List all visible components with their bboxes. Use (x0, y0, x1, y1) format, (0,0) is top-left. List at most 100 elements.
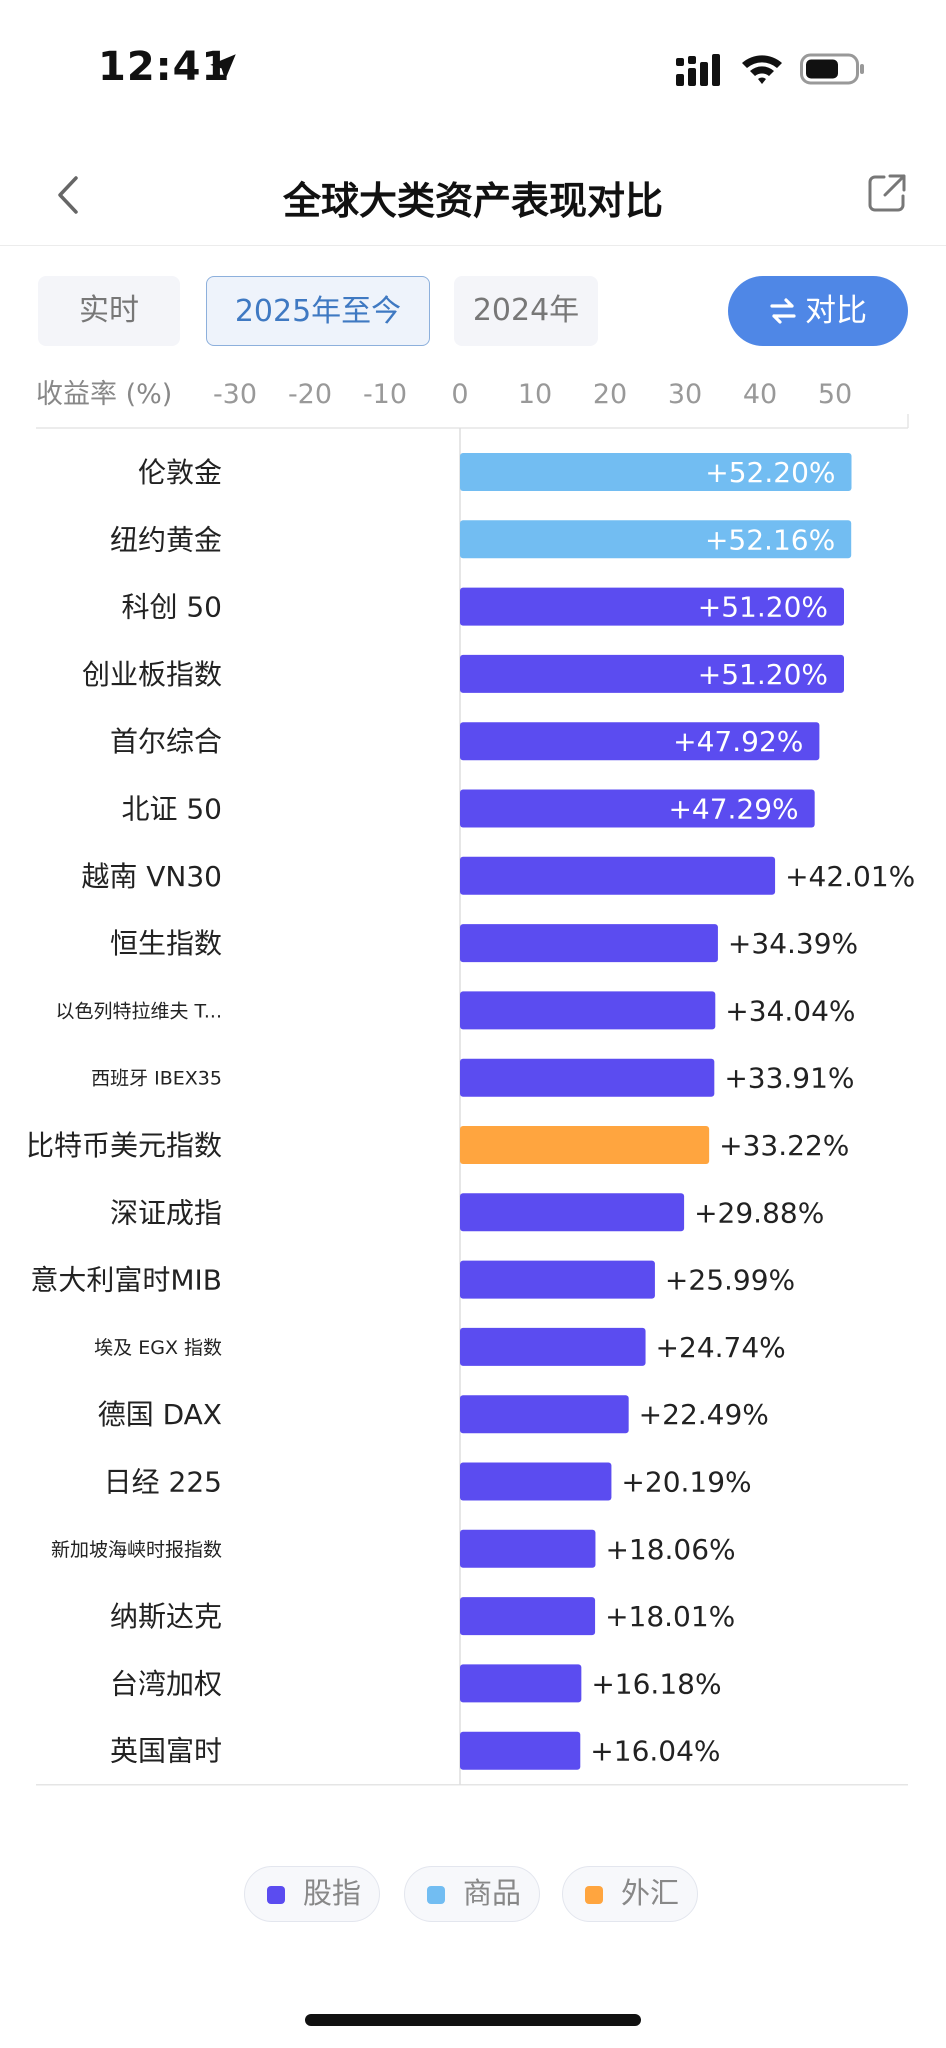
data-label: +25.99% (665, 1264, 795, 1297)
bar (460, 1664, 582, 1703)
legend-item-commodity[interactable]: 商品 (404, 1866, 540, 1922)
bottom-tick-label: 40 (743, 1819, 777, 1820)
home-indicator (305, 2014, 641, 2026)
legend-item-forex[interactable]: 外汇 (562, 1866, 698, 1922)
data-label: +51.20% (698, 591, 828, 624)
category-label: 日经 225 (104, 1466, 222, 1499)
category-label: 意大利富时MIB (30, 1264, 222, 1297)
legend-swatch (267, 1886, 285, 1904)
bar (460, 856, 776, 895)
top-tick-label: -30 (213, 379, 257, 410)
page-title: 全球大类资产表现对比 (282, 179, 663, 223)
category-label: 德国 DAX (98, 1398, 222, 1431)
top-tick-label: 20 (593, 379, 627, 410)
category-label: 埃及 EGX 指数 (94, 1337, 222, 1359)
data-label: +52.16% (705, 523, 835, 556)
category-label: 西班牙 IBEX35 (91, 1068, 222, 1090)
bar (460, 1731, 581, 1770)
data-label: +16.04% (590, 1735, 720, 1768)
nav-header: 全球大类资产表现对比 (0, 150, 946, 246)
category-label: 科创 50 (121, 591, 222, 624)
bar (460, 1529, 596, 1568)
bar (460, 1193, 685, 1232)
category-label: 纽约黄金 (110, 523, 222, 556)
chart-legend: 股指 商品 外汇 (0, 1866, 946, 1922)
bar (460, 453, 852, 491)
bottom-tick-label: 0 (451, 1819, 468, 1820)
bottom-tick-label: -30 (213, 1819, 257, 1820)
bar (460, 789, 815, 828)
tab-realtime[interactable]: 实时 (38, 276, 180, 346)
swap-arrows-icon (770, 298, 796, 324)
bottom-tick-label: 30 (668, 1819, 702, 1820)
top-tick-label: -10 (363, 379, 407, 410)
chevron-left-icon[interactable] (48, 170, 92, 220)
bottom-tick-label: 20 (593, 1819, 627, 1820)
data-label: +52.20% (705, 456, 835, 489)
share-external-icon[interactable] (866, 172, 908, 214)
bar (460, 1395, 629, 1434)
category-label: 首尔综合 (110, 725, 222, 758)
bar (460, 520, 852, 559)
bar (460, 1260, 655, 1299)
legend-item-stock-index[interactable]: 股指 (244, 1866, 380, 1922)
compare-button[interactable]: 对比 (728, 276, 908, 346)
bar (460, 1058, 715, 1097)
cellular-signal-icon (676, 54, 720, 86)
bar (460, 991, 716, 1030)
data-label: +33.22% (719, 1129, 849, 1162)
bottom-tick-label: 50 (818, 1819, 852, 1820)
top-tick-label: 50 (818, 379, 852, 410)
legend-label: 商品 (463, 1876, 522, 1910)
status-time: 12:41 (98, 44, 231, 90)
battery-icon (800, 53, 864, 85)
legend-label: 外汇 (621, 1876, 680, 1910)
data-label: +42.01% (785, 860, 915, 893)
bottom-tick-label: 10 (518, 1819, 552, 1820)
category-label: 纳斯达克 (110, 1600, 222, 1633)
category-label: 恒生指数 (110, 927, 222, 960)
bottom-tick-label: -20 (288, 1819, 332, 1820)
bottom-tick-label: -10 (363, 1819, 407, 1820)
bar (460, 722, 820, 761)
top-tick-label: 10 (518, 379, 552, 410)
category-label: 英国富时 (110, 1735, 222, 1768)
data-label: +16.18% (591, 1667, 721, 1700)
bar (460, 1597, 596, 1636)
data-label: +22.49% (639, 1398, 769, 1431)
data-label: +24.74% (656, 1331, 786, 1364)
category-label: 北证 50 (121, 793, 222, 826)
top-tick-label: 0 (451, 379, 468, 410)
category-label: 台湾加权 (110, 1667, 222, 1700)
location-arrow-icon (210, 54, 236, 80)
category-label: 以色列特拉维夫 T... (55, 1000, 222, 1022)
data-label: +47.92% (673, 725, 803, 758)
top-tick-label: -20 (288, 379, 332, 410)
data-label: +47.29% (668, 793, 798, 826)
data-label: +51.20% (698, 658, 828, 691)
wifi-icon (742, 55, 782, 84)
compare-button-label: 对比 (805, 293, 867, 329)
legend-label: 股指 (303, 1876, 362, 1910)
category-label: 新加坡海峡时报指数 (51, 1539, 222, 1561)
data-label: +20.19% (621, 1466, 751, 1499)
bar (460, 1126, 710, 1164)
category-label: 越南 VN30 (81, 860, 222, 893)
tab-2025-ytd[interactable]: 2025年至今 (206, 276, 430, 346)
data-label: +18.06% (605, 1533, 735, 1566)
data-label: +34.39% (728, 927, 858, 960)
period-tabs: 实时 2025年至今 2024年 对比 (0, 276, 946, 346)
bar (460, 587, 844, 626)
data-label: +29.88% (694, 1196, 824, 1229)
top-tick-label: 40 (743, 379, 777, 410)
category-label: 伦敦金 (138, 456, 222, 489)
tab-2024[interactable]: 2024年 (454, 276, 598, 346)
status-bar: 12:41 (0, 0, 946, 120)
category-label: 深证成指 (110, 1196, 222, 1229)
bar (460, 1462, 612, 1501)
bar (460, 1327, 646, 1366)
data-label: +18.01% (605, 1600, 735, 1633)
legend-swatch (427, 1886, 445, 1904)
top-tick-label: 30 (668, 379, 702, 410)
bar-chart: 收益率 (%) -30 -30 -20 -20 -10 -10 0 0 10 10 20 20 30 30 4… (26, 379, 915, 1820)
